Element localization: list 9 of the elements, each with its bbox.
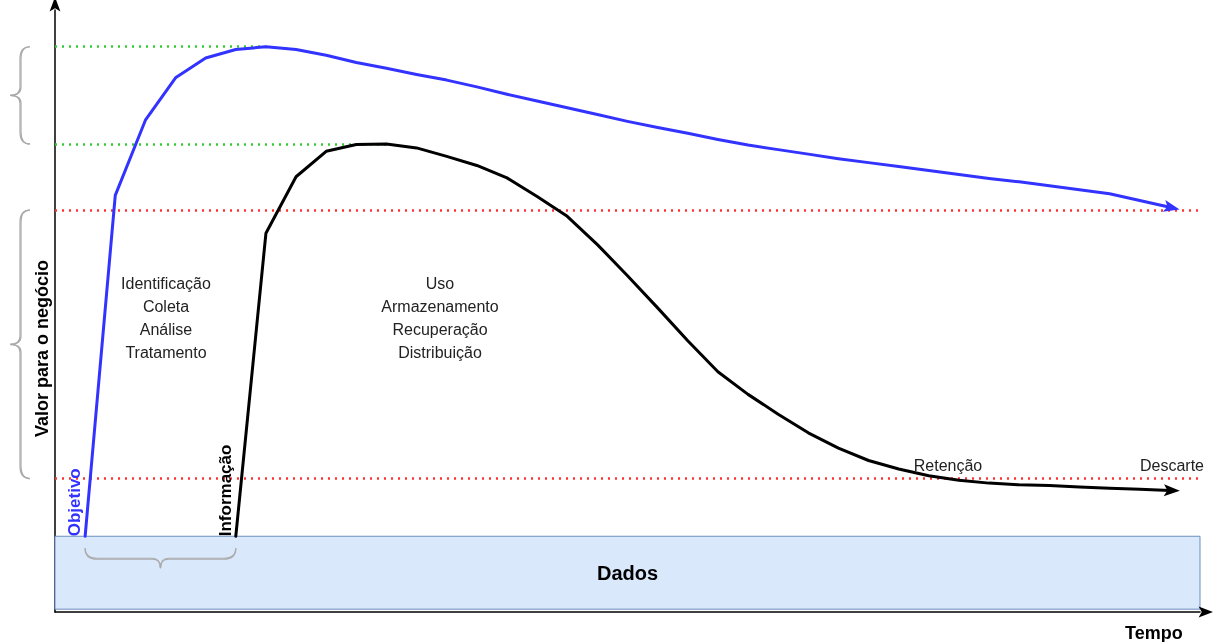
annotation: Uso Armazenamento Recuperação Distribuição — [381, 275, 499, 361]
x-axis-title: Tempo — [1125, 623, 1183, 642]
text: Objetivo — [65, 468, 85, 537]
band-label: Dados — [596, 561, 659, 584]
annotation: Descarte — [1139, 456, 1205, 474]
annotation: Identificação Coleta Análise Tratamento — [121, 275, 212, 361]
annotation: Retenção — [913, 456, 983, 474]
y-axis-title: Valor para o negócio — [32, 260, 52, 438]
text: Informação — [215, 444, 235, 537]
